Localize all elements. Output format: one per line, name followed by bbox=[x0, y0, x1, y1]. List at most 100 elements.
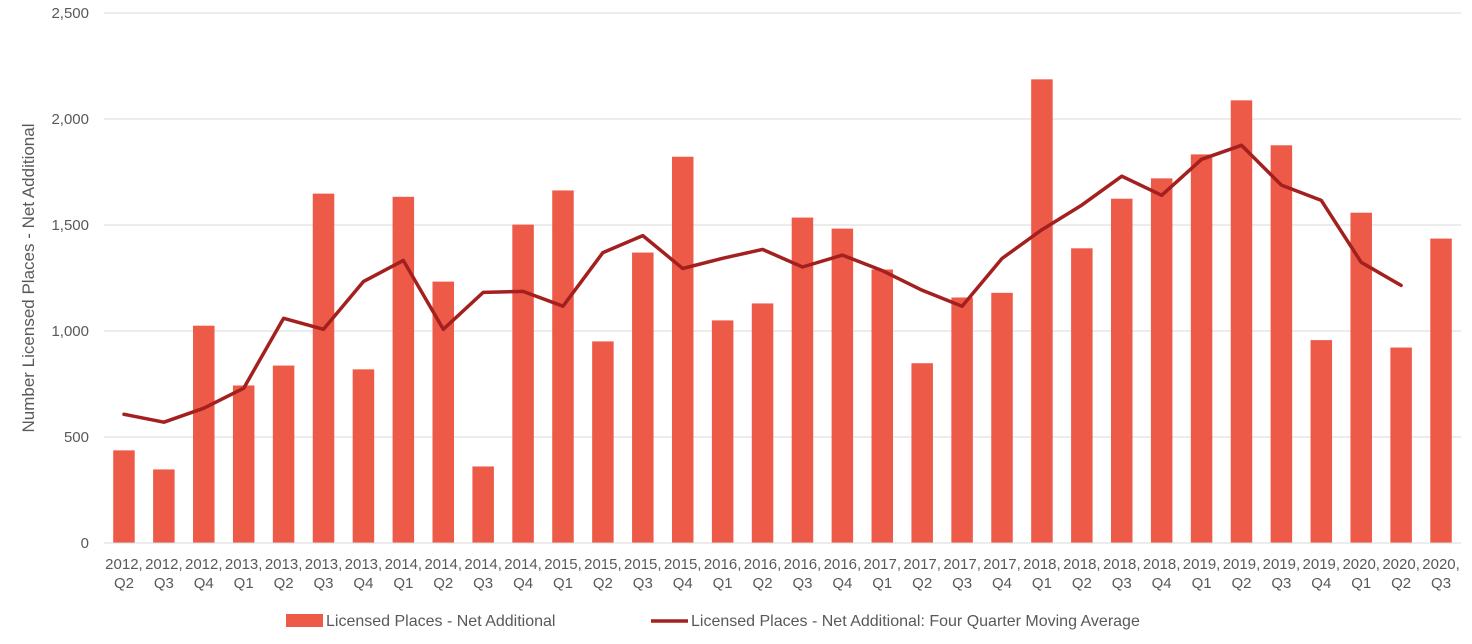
x-tick-label-year: 2014, bbox=[464, 556, 502, 573]
bar bbox=[632, 252, 654, 543]
bar bbox=[113, 450, 135, 543]
legend-line-label: Licensed Places - Net Additional: Four Q… bbox=[691, 613, 1140, 630]
x-tick-label-year: 2014, bbox=[504, 556, 542, 573]
x-tick-label-year: 2013, bbox=[265, 556, 303, 573]
bar bbox=[472, 466, 494, 543]
bar bbox=[791, 217, 814, 543]
bar bbox=[592, 341, 614, 543]
bar bbox=[911, 363, 933, 543]
bar-series bbox=[113, 79, 1452, 544]
bar bbox=[671, 156, 694, 543]
x-tick-label-year: 2012, bbox=[105, 556, 143, 573]
x-tick-label-year: 2016, bbox=[744, 556, 782, 573]
bar bbox=[512, 224, 534, 544]
x-tick-label-quarter: Q3 bbox=[952, 575, 972, 592]
x-tick-label-year: 2016, bbox=[784, 556, 822, 573]
x-tick-label-year: 2012, bbox=[185, 556, 223, 573]
bar bbox=[871, 269, 894, 543]
x-tick-label-quarter: Q4 bbox=[1152, 575, 1172, 592]
x-tick-label-quarter: Q2 bbox=[753, 575, 773, 592]
x-tick-label-quarter: Q4 bbox=[673, 575, 693, 592]
x-tick-label-year: 2017, bbox=[983, 556, 1021, 573]
x-tick-label-year: 2019, bbox=[1223, 556, 1261, 573]
x-tick-label-year: 2013, bbox=[305, 556, 343, 573]
x-tick-label-quarter: Q1 bbox=[1351, 575, 1371, 592]
x-tick-label-quarter: Q2 bbox=[274, 575, 294, 592]
x-tick-label-quarter: Q4 bbox=[353, 575, 373, 592]
x-tick-label-quarter: Q2 bbox=[593, 575, 613, 592]
bar bbox=[1230, 100, 1253, 544]
x-tick-label-quarter: Q4 bbox=[513, 575, 533, 592]
bar bbox=[951, 297, 973, 543]
x-tick-label-quarter: Q3 bbox=[154, 575, 174, 592]
bar bbox=[1031, 79, 1053, 543]
x-tick-label-year: 2015, bbox=[584, 556, 622, 573]
bar bbox=[1111, 198, 1133, 543]
x-tick-label-quarter: Q1 bbox=[1192, 575, 1212, 592]
x-tick-label-quarter: Q4 bbox=[194, 575, 214, 592]
y-tick-label: 1,000 bbox=[51, 323, 89, 340]
x-tick-label-year: 2020, bbox=[1422, 556, 1460, 573]
x-tick-label-quarter: Q4 bbox=[832, 575, 852, 592]
bar bbox=[272, 365, 295, 543]
x-tick-label-year: 2020, bbox=[1342, 556, 1380, 573]
bar bbox=[711, 320, 734, 543]
x-tick-label-quarter: Q4 bbox=[992, 575, 1012, 592]
y-axis-label: Number Licensed Places - Net Additional bbox=[19, 124, 38, 433]
x-tick-label-year: 2016, bbox=[824, 556, 862, 573]
x-tick-label-year: 2018, bbox=[1143, 556, 1181, 573]
x-tick-label-year: 2019, bbox=[1303, 556, 1341, 573]
bar bbox=[352, 369, 375, 543]
x-tick-label-quarter: Q3 bbox=[1431, 575, 1451, 592]
bar bbox=[1390, 347, 1412, 543]
x-tick-label-year: 2016, bbox=[704, 556, 742, 573]
y-tick-label: 0 bbox=[81, 535, 89, 552]
bar bbox=[392, 196, 415, 543]
bar bbox=[1071, 248, 1093, 543]
bar bbox=[1190, 154, 1213, 544]
bar bbox=[153, 469, 175, 543]
x-tick-label-quarter: Q1 bbox=[234, 575, 254, 592]
x-tick-label-quarter: Q2 bbox=[114, 575, 134, 592]
x-tick-label-quarter: Q1 bbox=[872, 575, 892, 592]
bar bbox=[831, 228, 854, 543]
x-tick-label-year: 2019, bbox=[1263, 556, 1301, 573]
bar bbox=[751, 303, 774, 543]
bar bbox=[232, 385, 255, 543]
x-axis-ticks: 2012, Q2 2012, Q3 2012, Q4 2013, Q1 2013, Q2 2013,… bbox=[105, 556, 1460, 592]
y-axis-ticks: 0 500 1,000 1,500 2,000 2,500 bbox=[51, 5, 89, 552]
bar bbox=[432, 281, 454, 543]
x-tick-label-year: 2015, bbox=[664, 556, 702, 573]
bar bbox=[1270, 145, 1293, 543]
bar bbox=[1350, 212, 1372, 544]
x-tick-label-quarter: Q3 bbox=[792, 575, 812, 592]
x-tick-label-year: 2012, bbox=[145, 556, 183, 573]
x-tick-label-year: 2017, bbox=[943, 556, 981, 573]
moving-average-line bbox=[122, 143, 1403, 424]
bar bbox=[991, 292, 1013, 543]
x-tick-label-quarter: Q3 bbox=[473, 575, 493, 592]
bar bbox=[552, 190, 574, 543]
y-tick-label: 2,000 bbox=[51, 111, 89, 128]
x-tick-label-quarter: Q1 bbox=[1032, 575, 1052, 592]
x-tick-label-year: 2017, bbox=[903, 556, 941, 573]
x-tick-label-quarter: Q3 bbox=[633, 575, 653, 592]
x-tick-label-year: 2014, bbox=[424, 556, 462, 573]
y-tick-label: 2,500 bbox=[51, 5, 89, 22]
x-tick-label-year: 2015, bbox=[624, 556, 662, 573]
x-tick-label-quarter: Q2 bbox=[433, 575, 453, 592]
x-tick-label-quarter: Q1 bbox=[393, 575, 413, 592]
x-tick-label-quarter: Q4 bbox=[1311, 575, 1331, 592]
x-tick-label-year: 2017, bbox=[864, 556, 902, 573]
x-tick-label-year: 2020, bbox=[1382, 556, 1420, 573]
bar bbox=[1150, 178, 1173, 544]
x-tick-label-year: 2019, bbox=[1183, 556, 1221, 573]
y-tick-label: 1,500 bbox=[51, 217, 89, 234]
x-tick-label-year: 2013, bbox=[345, 556, 383, 573]
y-tick-label: 500 bbox=[64, 429, 89, 446]
x-tick-label-year: 2018, bbox=[1063, 556, 1101, 573]
moving-average-series bbox=[122, 143, 1403, 424]
x-tick-label-quarter: Q2 bbox=[1072, 575, 1092, 592]
x-tick-label-quarter: Q3 bbox=[1271, 575, 1291, 592]
